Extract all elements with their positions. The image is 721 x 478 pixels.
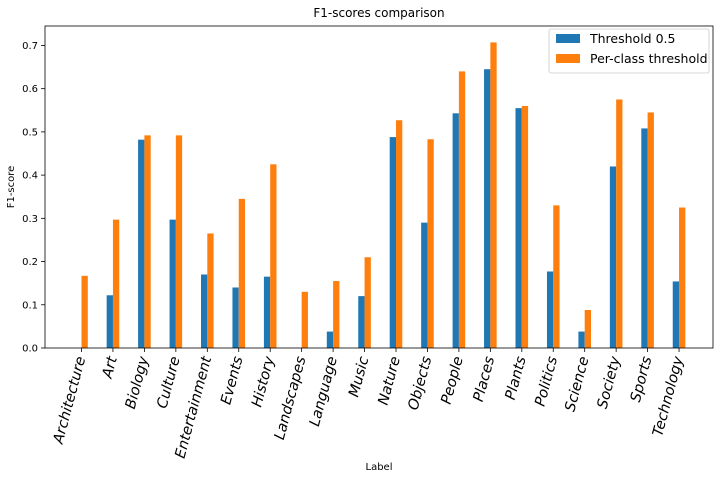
x-tick-label-art: Art (100, 354, 122, 381)
bar-per-class-landscapes (301, 291, 308, 348)
legend: Threshold 0.5 Per-class threshold (548, 28, 710, 74)
bar-threshold-art (106, 295, 113, 348)
bar-threshold-politics (546, 271, 554, 348)
bar-per-class-entertainment (207, 233, 214, 348)
bar-threshold-places (484, 69, 491, 348)
bar-per-class-music (364, 257, 371, 348)
bar-threshold-society (609, 166, 617, 348)
legend-label-threshold: Threshold 0.5 (589, 31, 675, 46)
bar-threshold-plants (515, 108, 522, 349)
bar-threshold-biology (138, 139, 145, 348)
legend-swatch-threshold (556, 34, 580, 43)
bar-per-class-science (584, 309, 591, 348)
y-tick-label: 0.7 (22, 41, 38, 52)
bar-threshold-people (452, 113, 459, 348)
bar-per-class-society (616, 99, 623, 348)
bar-per-class-objects (427, 139, 434, 348)
bar-per-class-people (458, 71, 466, 348)
y-tick-label: 0.6 (22, 84, 38, 95)
bar-per-class-biology (144, 135, 151, 348)
bar-per-class-culture (175, 135, 183, 348)
bar-per-class-art (112, 219, 120, 348)
bar-per-class-plants (521, 105, 529, 349)
legend-box (548, 28, 710, 74)
y-axis-label: F1-score (6, 166, 17, 209)
bar-per-class-places (490, 42, 497, 349)
bar-per-class-politics (553, 205, 560, 348)
chart-title: F1-scores comparison (313, 6, 444, 20)
bar-per-class-sports (647, 112, 654, 348)
x-axis-label: Label (366, 462, 393, 473)
bar-threshold-technology (672, 281, 680, 348)
legend-label-per-class: Per-class threshold (590, 51, 708, 66)
bar-per-class-technology (679, 207, 686, 348)
bar-threshold-sports (641, 128, 648, 348)
bar-per-class-history (270, 164, 277, 348)
y-tick-label: 0.0 (22, 344, 38, 355)
y-tick-label: 0.1 (22, 300, 38, 311)
y-tick-label: 0.3 (22, 214, 38, 225)
legend-swatch-per-class (556, 54, 580, 63)
y-tick-label: 0.4 (22, 171, 38, 182)
bar-threshold-music (358, 296, 365, 348)
bar-per-class-events (238, 198, 246, 348)
y-tick-label: 0.5 (22, 127, 38, 138)
plot-frame (44, 25, 714, 349)
y-tick-label: 0.2 (22, 257, 38, 268)
y-axis: 0.0 0.1 0.2 0.3 0.4 0.5 0.6 0.7 (22, 41, 45, 355)
bar-per-class-nature (396, 120, 403, 348)
bar-per-class-language (333, 281, 340, 348)
bar-threshold-events (232, 287, 239, 348)
bar-threshold-history (263, 276, 271, 348)
bar-threshold-language (326, 331, 334, 348)
bar-threshold-science (578, 331, 585, 348)
bar-threshold-culture (169, 219, 176, 348)
bar-threshold-objects (421, 222, 428, 348)
plot-area (81, 42, 686, 349)
bar-threshold-entertainment (201, 274, 208, 348)
bar-per-class-architecture (81, 275, 88, 348)
bar-threshold-nature (389, 137, 396, 348)
